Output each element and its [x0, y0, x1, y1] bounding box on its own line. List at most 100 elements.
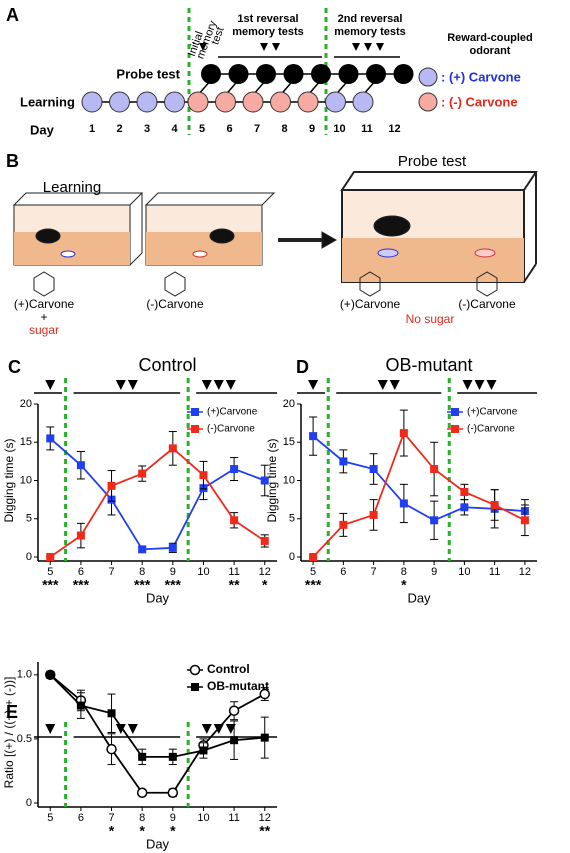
legend-label: : (-) Carvone [441, 94, 518, 109]
row-label: Learning [20, 94, 75, 109]
y-tick-label: 15 [20, 436, 32, 448]
arrow-marker [225, 380, 236, 390]
day-label: 10 [333, 123, 345, 135]
mouse [373, 215, 411, 237]
arrow-marker [376, 43, 384, 51]
learning-circle [215, 91, 236, 113]
x-tick-label: 5 [47, 812, 53, 824]
x-tick-label: 9 [170, 566, 176, 578]
legend-circle [418, 92, 438, 112]
x-axis-label: Day [146, 836, 170, 851]
series-line [312, 431, 526, 558]
bedding [146, 232, 262, 265]
point [76, 531, 85, 540]
y-tick-label: 10 [20, 474, 32, 486]
probe-circle [366, 64, 386, 84]
point [107, 709, 116, 718]
arrow-marker [260, 43, 268, 51]
series-line [312, 435, 525, 522]
panel-label: C [8, 357, 21, 377]
molecule [33, 271, 55, 297]
panel-label: D [296, 357, 309, 377]
point [46, 434, 55, 443]
x-tick-label: 12 [259, 566, 271, 578]
point [460, 503, 469, 512]
point [230, 516, 239, 525]
point [369, 510, 378, 519]
molecule [476, 271, 498, 297]
x-tick-label: 8 [401, 566, 407, 578]
point [430, 516, 439, 525]
point [168, 444, 177, 453]
legend-marker [451, 425, 459, 433]
point [339, 457, 348, 466]
point [399, 429, 408, 438]
x-tick-label: 10 [197, 566, 209, 578]
day-label: 1 [89, 123, 95, 135]
y-tick-label: 0 [26, 551, 32, 563]
arrow-marker [213, 380, 224, 390]
learning-circle [297, 91, 319, 113]
y-tick-label: 0 [289, 551, 295, 563]
panel-label: A [6, 5, 19, 25]
point [199, 746, 208, 755]
x-axis-label: Day [407, 590, 431, 605]
day-label: 7 [254, 123, 260, 135]
legend-label: (-)Carvone [207, 424, 255, 435]
arrow-marker [225, 724, 236, 734]
legend-title: odorant [470, 45, 511, 57]
probe-circle [201, 64, 221, 84]
point [107, 481, 116, 490]
learning-circle [270, 91, 291, 113]
probe-circle [393, 64, 414, 84]
significance: * [170, 823, 176, 839]
x-tick-label: 6 [340, 566, 346, 578]
legend-marker [191, 425, 199, 433]
probe-circle [338, 64, 359, 84]
significance: *** [305, 577, 322, 593]
point [490, 500, 499, 509]
arrowhead [321, 231, 338, 249]
x-tick-label: 7 [108, 566, 114, 578]
point [430, 465, 439, 474]
x-tick-label: 12 [259, 812, 271, 824]
point [399, 499, 408, 508]
x-tick-label: 8 [139, 812, 145, 824]
significance: *** [42, 577, 59, 593]
y-tick-label: 0.5 [17, 733, 32, 745]
significance: * [262, 577, 268, 593]
significance: * [109, 823, 115, 839]
legend-marker [189, 664, 201, 676]
arrow-marker [462, 380, 473, 390]
x-tick-label: 11 [489, 566, 500, 578]
probe-circle [311, 64, 331, 84]
x-tick-label: 10 [458, 566, 470, 578]
x-tick-label: 6 [78, 812, 84, 824]
series-line [49, 674, 266, 794]
molecule [164, 271, 186, 297]
arrow-marker [45, 724, 56, 734]
arrow-marker [199, 43, 207, 51]
annotation: memory tests [232, 26, 304, 38]
annotation: 2nd reversal [338, 13, 403, 25]
mouse [209, 228, 235, 244]
x-tick-label: 9 [431, 566, 437, 578]
learning-circle [352, 91, 374, 113]
point [369, 465, 378, 474]
day-label: 3 [144, 123, 150, 135]
y-axis-label: Digging time (s) [2, 438, 16, 522]
day-label: 2 [116, 123, 122, 135]
odor-dish [192, 250, 208, 258]
chart-title: Control [138, 355, 196, 375]
arrow-marker [201, 724, 212, 734]
point [76, 701, 85, 710]
annotation: 1st reversal [237, 13, 298, 25]
y-tick-label: 5 [289, 513, 295, 525]
day-label: 8 [281, 123, 287, 135]
arrow-marker [45, 380, 56, 390]
day-label: 12 [388, 123, 400, 135]
series-line [49, 447, 266, 558]
learning-circle [136, 91, 158, 113]
arrow-marker [115, 724, 126, 734]
x-tick-label: 7 [108, 812, 114, 824]
